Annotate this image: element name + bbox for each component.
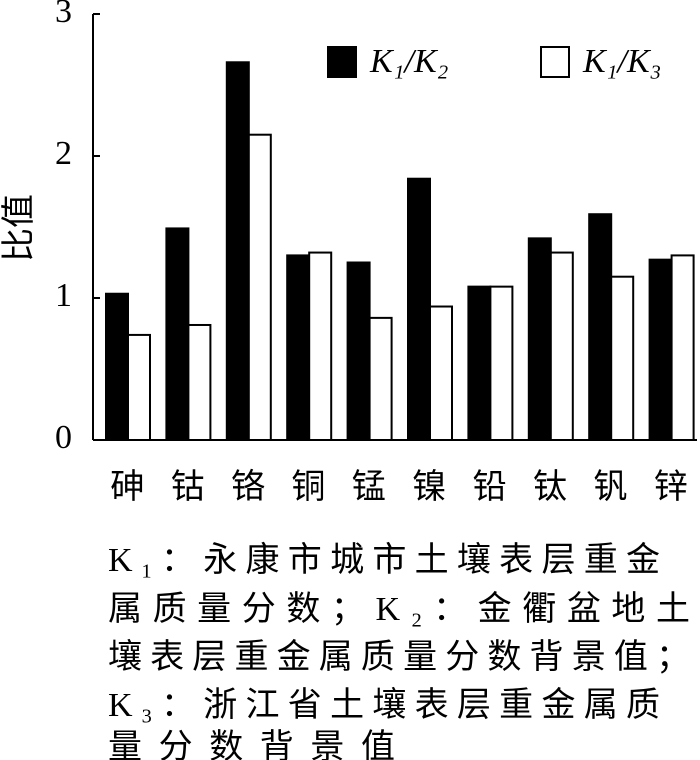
caption-line: 壤表层重金属质量分数背景值； <box>108 638 690 676</box>
bar <box>346 261 371 441</box>
bar <box>165 227 190 441</box>
bar <box>286 254 311 441</box>
legend-swatch <box>540 46 570 78</box>
y-tick-label: 1 <box>55 277 72 314</box>
legend-label: K₁/K₂ <box>369 43 448 80</box>
bar <box>610 275 635 442</box>
caption-line: K₁：永康市城市土壤表层重金 <box>108 541 660 579</box>
x-tick-label: 铅 <box>473 469 507 506</box>
x-tick-label: 镍 <box>412 468 446 506</box>
x-tick-label: 砷 <box>110 468 144 506</box>
bar <box>105 292 129 441</box>
x-tick-label: 锌 <box>654 468 688 506</box>
bar <box>247 133 272 441</box>
bar <box>429 305 453 441</box>
legend-label: K₁/K₃ <box>582 43 661 80</box>
y-tick-label: 0 <box>55 419 72 456</box>
x-tick-label: 铬 <box>231 468 265 506</box>
bar <box>467 285 492 442</box>
bar <box>308 251 333 441</box>
bar <box>489 285 514 442</box>
legend-swatch <box>327 46 357 78</box>
bar <box>368 316 393 442</box>
x-tick-label: 钴 <box>171 469 205 506</box>
caption-line: 量分数背景值 <box>108 728 395 760</box>
bar <box>225 61 250 441</box>
bar <box>407 177 431 441</box>
x-tick-label: 铜 <box>291 469 325 506</box>
y-axis-label: 比值 <box>0 194 38 262</box>
caption-line: 属质量分数；K₂：金衢盆地土 <box>108 590 690 628</box>
bar <box>588 213 613 441</box>
bar <box>527 237 552 441</box>
caption-line: K₃：浙江省土壤表层重金属质 <box>108 686 660 724</box>
bar <box>127 333 151 442</box>
x-tick-label: 钛 <box>533 469 567 506</box>
x-tick-label: 钒 <box>593 468 627 506</box>
y-tick-label: 2 <box>55 135 72 172</box>
bar <box>648 258 673 441</box>
x-tick-label: 锰 <box>352 468 386 506</box>
bar <box>187 323 212 442</box>
y-tick-label: 3 <box>55 0 72 30</box>
bar <box>549 251 574 441</box>
bar <box>670 254 695 441</box>
